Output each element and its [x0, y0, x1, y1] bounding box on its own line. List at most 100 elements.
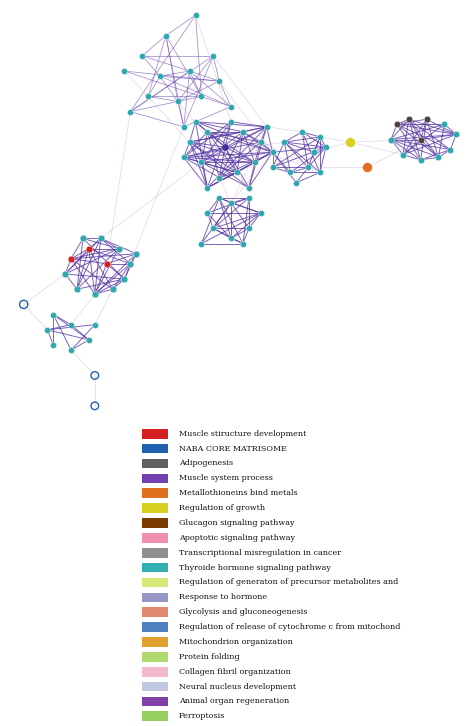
Bar: [142, 711, 168, 721]
Text: Apoptotic signaling pathway: Apoptotic signaling pathway: [179, 534, 295, 542]
Point: [109, 283, 117, 295]
Point: [269, 147, 276, 158]
Text: Glucagon signaling pathway: Glucagon signaling pathway: [179, 519, 294, 527]
Text: Metallothioneins bind metals: Metallothioneins bind metals: [179, 489, 297, 497]
Point: [322, 142, 329, 153]
Bar: [142, 533, 168, 542]
Point: [49, 339, 57, 351]
Point: [91, 319, 99, 330]
Text: Regulation of growth: Regulation of growth: [179, 504, 265, 512]
Text: Transcriptional misregulation in cancer: Transcriptional misregulation in cancer: [179, 549, 341, 557]
Text: Thyroide hormone signaling pathway: Thyroide hormone signaling pathway: [179, 563, 330, 571]
Bar: [142, 652, 168, 661]
Point: [103, 258, 110, 269]
Bar: [142, 444, 168, 454]
Point: [228, 116, 235, 128]
Point: [203, 182, 211, 194]
Bar: [142, 518, 168, 528]
Point: [67, 319, 75, 330]
Point: [447, 144, 454, 155]
Point: [44, 324, 51, 335]
Point: [387, 134, 395, 145]
Point: [67, 253, 75, 264]
Point: [417, 134, 425, 145]
Point: [198, 157, 205, 168]
Point: [215, 192, 223, 204]
Bar: [142, 592, 168, 602]
Point: [127, 106, 134, 118]
Point: [245, 192, 253, 204]
Bar: [142, 563, 168, 572]
Point: [120, 273, 128, 285]
Point: [186, 65, 193, 77]
Point: [186, 136, 193, 148]
Point: [62, 268, 69, 280]
Point: [132, 248, 140, 259]
Point: [221, 142, 229, 153]
Bar: [142, 489, 168, 498]
Point: [228, 232, 235, 244]
Point: [228, 197, 235, 209]
Point: [316, 131, 324, 143]
Point: [79, 232, 87, 244]
Point: [49, 309, 57, 320]
Point: [162, 30, 170, 41]
Point: [215, 76, 223, 87]
Point: [138, 50, 146, 62]
Point: [198, 91, 205, 102]
Text: Protein folding: Protein folding: [179, 653, 239, 661]
Point: [440, 118, 448, 130]
Point: [399, 149, 407, 160]
Point: [239, 237, 246, 249]
Point: [269, 147, 276, 158]
Point: [286, 167, 294, 179]
Text: Regulation of generaton of precursor metabolites and: Regulation of generaton of precursor met…: [179, 579, 398, 587]
Text: Mitochondrion organization: Mitochondrion organization: [179, 638, 292, 646]
Point: [203, 126, 211, 138]
Point: [304, 162, 312, 174]
Text: Neural nucleus development: Neural nucleus development: [179, 682, 296, 690]
Point: [269, 162, 276, 174]
Point: [120, 65, 128, 77]
Point: [144, 91, 152, 102]
Point: [257, 207, 264, 219]
Text: Animal organ regeneration: Animal organ regeneration: [179, 698, 289, 706]
Point: [299, 126, 306, 138]
Bar: [142, 667, 168, 677]
Bar: [142, 608, 168, 617]
Bar: [142, 429, 168, 439]
Point: [85, 242, 92, 254]
Point: [156, 70, 164, 82]
Text: Glycolysis and gluconeogenesis: Glycolysis and gluconeogenesis: [179, 608, 307, 616]
Bar: [142, 473, 168, 484]
Point: [191, 116, 199, 128]
Point: [67, 344, 75, 356]
Text: Muscle stiructure development: Muscle stiructure development: [179, 430, 306, 438]
Text: Regulation of release of cytochrome c from mitochond: Regulation of release of cytochrome c fr…: [179, 623, 400, 631]
Bar: [142, 622, 168, 632]
Point: [233, 167, 241, 179]
Point: [180, 121, 188, 133]
Bar: [142, 697, 168, 706]
Point: [292, 177, 300, 189]
Point: [20, 298, 27, 310]
Bar: [142, 503, 168, 513]
Point: [435, 152, 442, 163]
Point: [203, 207, 211, 219]
Bar: [142, 459, 168, 468]
Point: [210, 50, 217, 62]
Point: [174, 96, 182, 107]
Text: Adipogenesis: Adipogenesis: [179, 460, 233, 468]
Point: [91, 370, 99, 381]
Point: [191, 9, 199, 21]
Point: [452, 129, 460, 140]
Point: [364, 162, 371, 174]
Point: [281, 136, 288, 148]
Point: [393, 118, 401, 130]
Bar: [142, 578, 168, 587]
Bar: [142, 637, 168, 647]
Point: [423, 113, 430, 125]
Text: NABA CORE MATRISOME: NABA CORE MATRISOME: [179, 444, 287, 452]
Point: [405, 113, 412, 125]
Point: [97, 232, 105, 244]
